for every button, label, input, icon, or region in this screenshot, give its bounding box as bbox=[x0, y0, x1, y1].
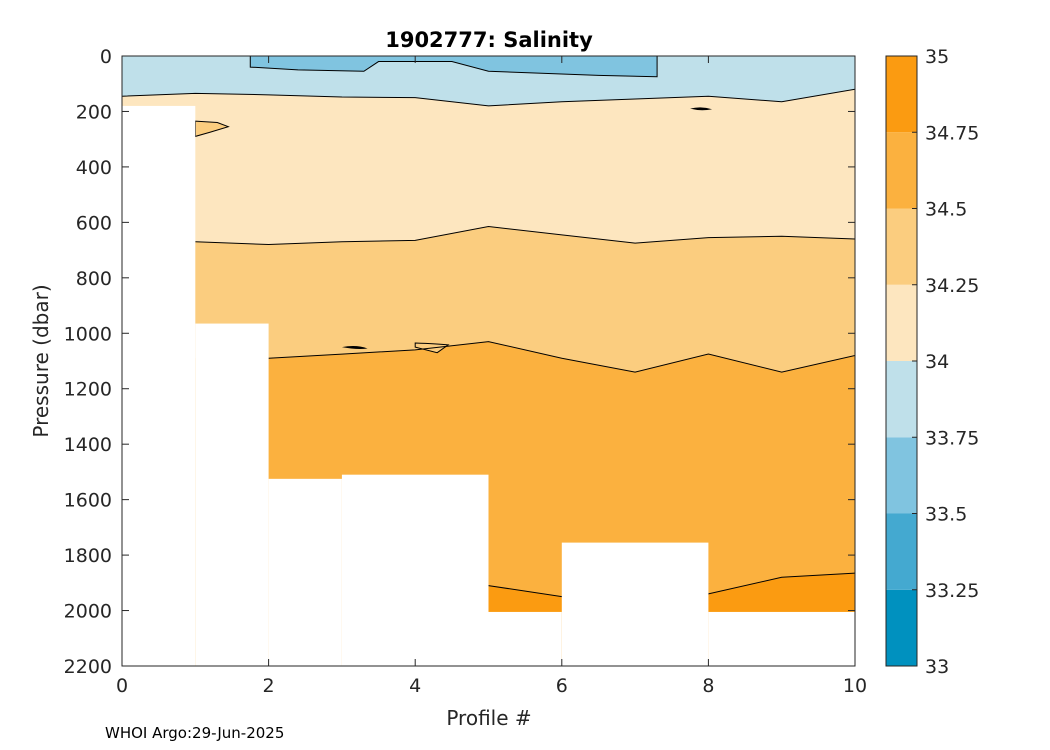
colorbar-tick-label: 33 bbox=[925, 656, 949, 678]
patch-contour-small bbox=[690, 107, 713, 111]
no-data-mask-6 bbox=[708, 611, 855, 666]
colorbar-band bbox=[886, 132, 917, 209]
y-axis-label: Pressure (dbar) bbox=[29, 284, 53, 437]
colorbar-tick-label: 33.75 bbox=[925, 427, 979, 449]
y-tick-label: 0 bbox=[100, 46, 112, 68]
y-tick-label: 1000 bbox=[64, 323, 112, 345]
colorbar-tick-label: 33.5 bbox=[925, 504, 967, 526]
plot-area bbox=[122, 56, 855, 666]
y-tick-label: 2000 bbox=[64, 601, 112, 623]
colorbar-band bbox=[886, 284, 917, 361]
credit-text: WHOI Argo:29-Jun-2025 bbox=[105, 724, 285, 742]
x-tick-label: 4 bbox=[409, 675, 421, 697]
no-data-mask-0 bbox=[122, 105, 196, 666]
no-data-mask-4 bbox=[488, 611, 562, 666]
chart-title: 1902777: Salinity bbox=[385, 28, 593, 52]
y-tick-label: 1800 bbox=[64, 545, 112, 567]
colorbar-band bbox=[886, 208, 917, 285]
colorbar-band bbox=[886, 437, 917, 514]
colorbar-band bbox=[886, 56, 917, 133]
y-tick-label: 2200 bbox=[64, 656, 112, 678]
colorbar-band bbox=[886, 589, 917, 666]
colorbar-tick-label: 34.75 bbox=[925, 122, 979, 144]
no-data-mask-2 bbox=[268, 478, 342, 666]
x-axis-label: Profile # bbox=[446, 706, 531, 730]
y-tick-label: 600 bbox=[76, 212, 112, 234]
patch-contour-mid bbox=[341, 346, 368, 349]
y-tick-label: 1200 bbox=[64, 379, 112, 401]
colorbar-tick-label: 34.25 bbox=[925, 275, 979, 297]
band-34-34.25 bbox=[122, 56, 855, 245]
no-data-mask-3 bbox=[341, 474, 489, 666]
x-tick-label: 0 bbox=[116, 675, 128, 697]
axes: 0 2 4 6 8 10 0 200 400 600 800 1000 1200 1400 1600 1800… bbox=[64, 46, 867, 697]
colorbar: 33 33.25 33.5 33.75 34 34.25 34.5 34.75 35 bbox=[885, 46, 979, 678]
contour-line-34.25 bbox=[195, 226, 855, 246]
x-tick-label: 8 bbox=[702, 675, 714, 697]
colorbar-tick-label: 33.25 bbox=[925, 580, 979, 602]
x-tick-label: 10 bbox=[843, 675, 867, 697]
colorbar-band bbox=[886, 513, 917, 590]
y-tick-label: 1400 bbox=[64, 434, 112, 456]
contour-line-34.5 bbox=[268, 341, 855, 373]
y-tick-label: 400 bbox=[76, 157, 112, 179]
plot-frame bbox=[121, 55, 856, 667]
y-tick-label: 1600 bbox=[64, 490, 112, 512]
contour-line-34 bbox=[122, 88, 855, 107]
y-tick-label: 800 bbox=[76, 268, 112, 290]
no-data-mask-1 bbox=[195, 323, 269, 666]
colorbar-tick-label: 35 bbox=[925, 46, 949, 68]
colorbar-tick-label: 34.5 bbox=[925, 199, 967, 221]
colorbar-band bbox=[886, 361, 917, 438]
contour-fill-group bbox=[122, 56, 855, 666]
no-data-mask-5 bbox=[561, 542, 709, 666]
x-tick-label: 6 bbox=[556, 675, 568, 697]
y-tick-label: 200 bbox=[76, 101, 112, 123]
colorbar-tick-label: 34 bbox=[925, 351, 949, 373]
x-tick-label: 2 bbox=[263, 675, 275, 697]
